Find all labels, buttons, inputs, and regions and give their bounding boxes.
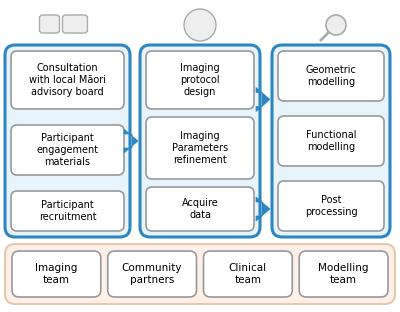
Text: Functional
modelling: Functional modelling (306, 130, 356, 152)
FancyBboxPatch shape (5, 244, 395, 304)
Text: Imaging
team: Imaging team (35, 263, 78, 285)
Text: Imaging
Parameters
refinement: Imaging Parameters refinement (172, 131, 228, 165)
Text: Geometric
modelling: Geometric modelling (306, 65, 356, 87)
Polygon shape (256, 87, 270, 111)
FancyBboxPatch shape (40, 15, 60, 33)
FancyBboxPatch shape (299, 251, 388, 297)
Text: Consultation
with local Māori
advisory board: Consultation with local Māori advisory b… (29, 63, 106, 97)
FancyBboxPatch shape (12, 251, 101, 297)
FancyBboxPatch shape (146, 187, 254, 231)
FancyBboxPatch shape (278, 181, 384, 231)
FancyBboxPatch shape (272, 45, 390, 237)
Text: Participant
engagement
materials: Participant engagement materials (36, 134, 98, 167)
FancyBboxPatch shape (11, 125, 124, 175)
FancyBboxPatch shape (62, 15, 88, 33)
FancyBboxPatch shape (11, 51, 124, 109)
FancyBboxPatch shape (278, 51, 384, 101)
Text: Modelling
team: Modelling team (318, 263, 369, 285)
FancyBboxPatch shape (146, 117, 254, 179)
Text: Acquire
data: Acquire data (182, 198, 218, 220)
Circle shape (326, 15, 346, 35)
FancyBboxPatch shape (140, 45, 260, 237)
FancyBboxPatch shape (204, 251, 292, 297)
Text: Clinical
team: Clinical team (229, 263, 267, 285)
Circle shape (184, 9, 216, 41)
Text: Participant
recruitment: Participant recruitment (39, 200, 96, 222)
FancyBboxPatch shape (5, 45, 130, 237)
FancyBboxPatch shape (11, 191, 124, 231)
Polygon shape (256, 197, 270, 221)
FancyBboxPatch shape (146, 51, 254, 109)
Text: Imaging
protocol
design: Imaging protocol design (180, 63, 220, 97)
Text: Post
processing: Post processing (305, 195, 357, 217)
FancyBboxPatch shape (108, 251, 196, 297)
FancyBboxPatch shape (278, 116, 384, 166)
Polygon shape (124, 129, 138, 153)
Text: Community
partners: Community partners (122, 263, 182, 285)
